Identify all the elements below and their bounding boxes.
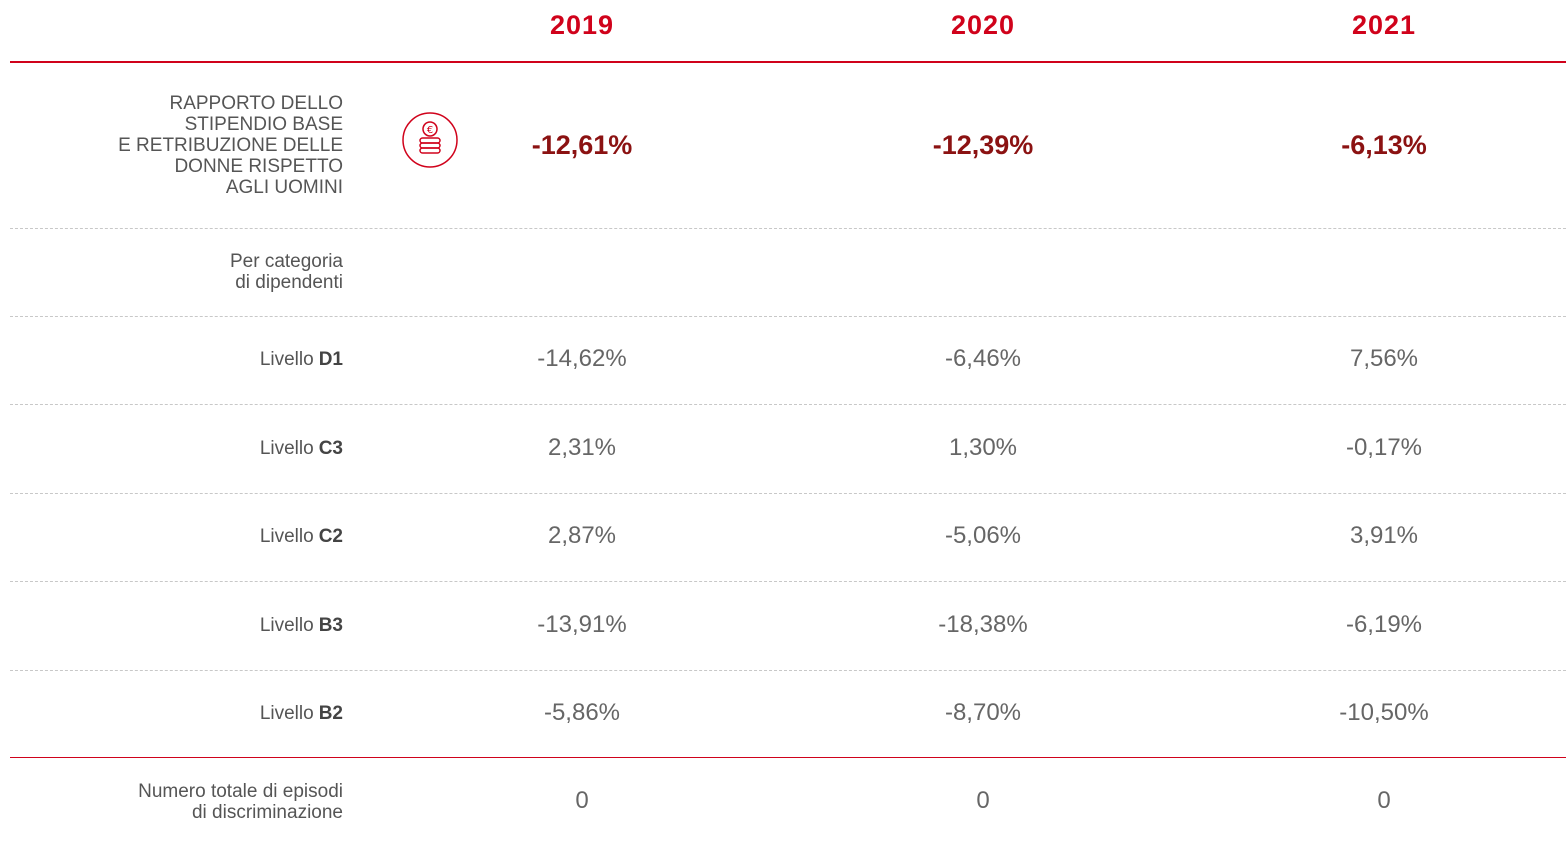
year-header: 2020 <box>950 10 1016 40</box>
cell-value: -10,50% <box>1339 699 1429 726</box>
row-label: AGLI UOMINI <box>225 176 343 198</box>
cell-value: -5,06% <box>944 522 1022 549</box>
cell-value: -14,62% <box>537 345 627 372</box>
level-code: C3 <box>318 438 343 459</box>
level-code: D1 <box>318 349 343 370</box>
row-label: RAPPORTO DELLO <box>169 92 343 114</box>
level-prefix: Livello <box>259 438 314 459</box>
row-label: Livello B3 <box>260 615 343 636</box>
row-label: Per categoria <box>229 251 343 272</box>
row-divider <box>10 670 1566 671</box>
level-code: C2 <box>318 526 343 547</box>
row-divider <box>10 316 1566 317</box>
cell-value: -13,91% <box>537 611 627 638</box>
row-label: STIPENDIO BASE <box>184 113 343 135</box>
cell-value: 0 <box>575 787 589 814</box>
cell-value: 3,91% <box>1349 522 1419 549</box>
level-prefix: Livello <box>259 615 314 636</box>
row-label: Livello D1 <box>260 349 343 370</box>
cell-value: -6,46% <box>944 345 1022 372</box>
row-label: E RETRIBUZIONE DELLE <box>118 134 343 156</box>
cell-value: 0 <box>976 787 990 814</box>
coin-icon: € <box>402 112 458 168</box>
cell-value: -5,86% <box>543 699 621 726</box>
level-code: B2 <box>318 703 343 724</box>
level-prefix: Livello <box>259 526 314 547</box>
cell-value: -6,13% <box>1341 130 1427 160</box>
cell-value: -0,17% <box>1345 434 1423 461</box>
level-code: B3 <box>318 615 343 636</box>
year-header: 2019 <box>549 10 615 40</box>
row-label: Numero totale di episodi <box>138 781 343 802</box>
cell-value: -6,19% <box>1345 611 1423 638</box>
cell-value: -12,39% <box>932 130 1034 160</box>
row-label: di dipendenti <box>235 272 343 293</box>
row-label: Livello C3 <box>260 438 343 459</box>
row-label: di discriminazione <box>191 802 343 823</box>
cell-value: -18,38% <box>938 611 1028 638</box>
year-header: 2021 <box>1351 10 1417 40</box>
cell-value: -12,61% <box>531 130 633 160</box>
level-prefix: Livello <box>259 349 314 370</box>
cell-value: 1,30% <box>948 434 1018 461</box>
cell-value: 7,56% <box>1349 345 1419 372</box>
cell-value: 0 <box>1377 787 1391 814</box>
svg-text:€: € <box>427 125 433 136</box>
section-rule <box>10 757 1566 758</box>
cell-value: 2,87% <box>547 522 617 549</box>
row-label: Livello B2 <box>260 703 343 724</box>
row-divider <box>10 581 1566 582</box>
row-divider <box>10 493 1566 494</box>
cell-value: -8,70% <box>944 699 1022 726</box>
row-label: DONNE RISPETTO <box>174 155 343 177</box>
header-rule <box>10 61 1566 63</box>
row-divider <box>10 404 1566 405</box>
level-prefix: Livello <box>259 703 314 724</box>
row-label: Livello C2 <box>260 526 343 547</box>
cell-value: 2,31% <box>547 434 617 461</box>
row-divider <box>10 228 1566 229</box>
